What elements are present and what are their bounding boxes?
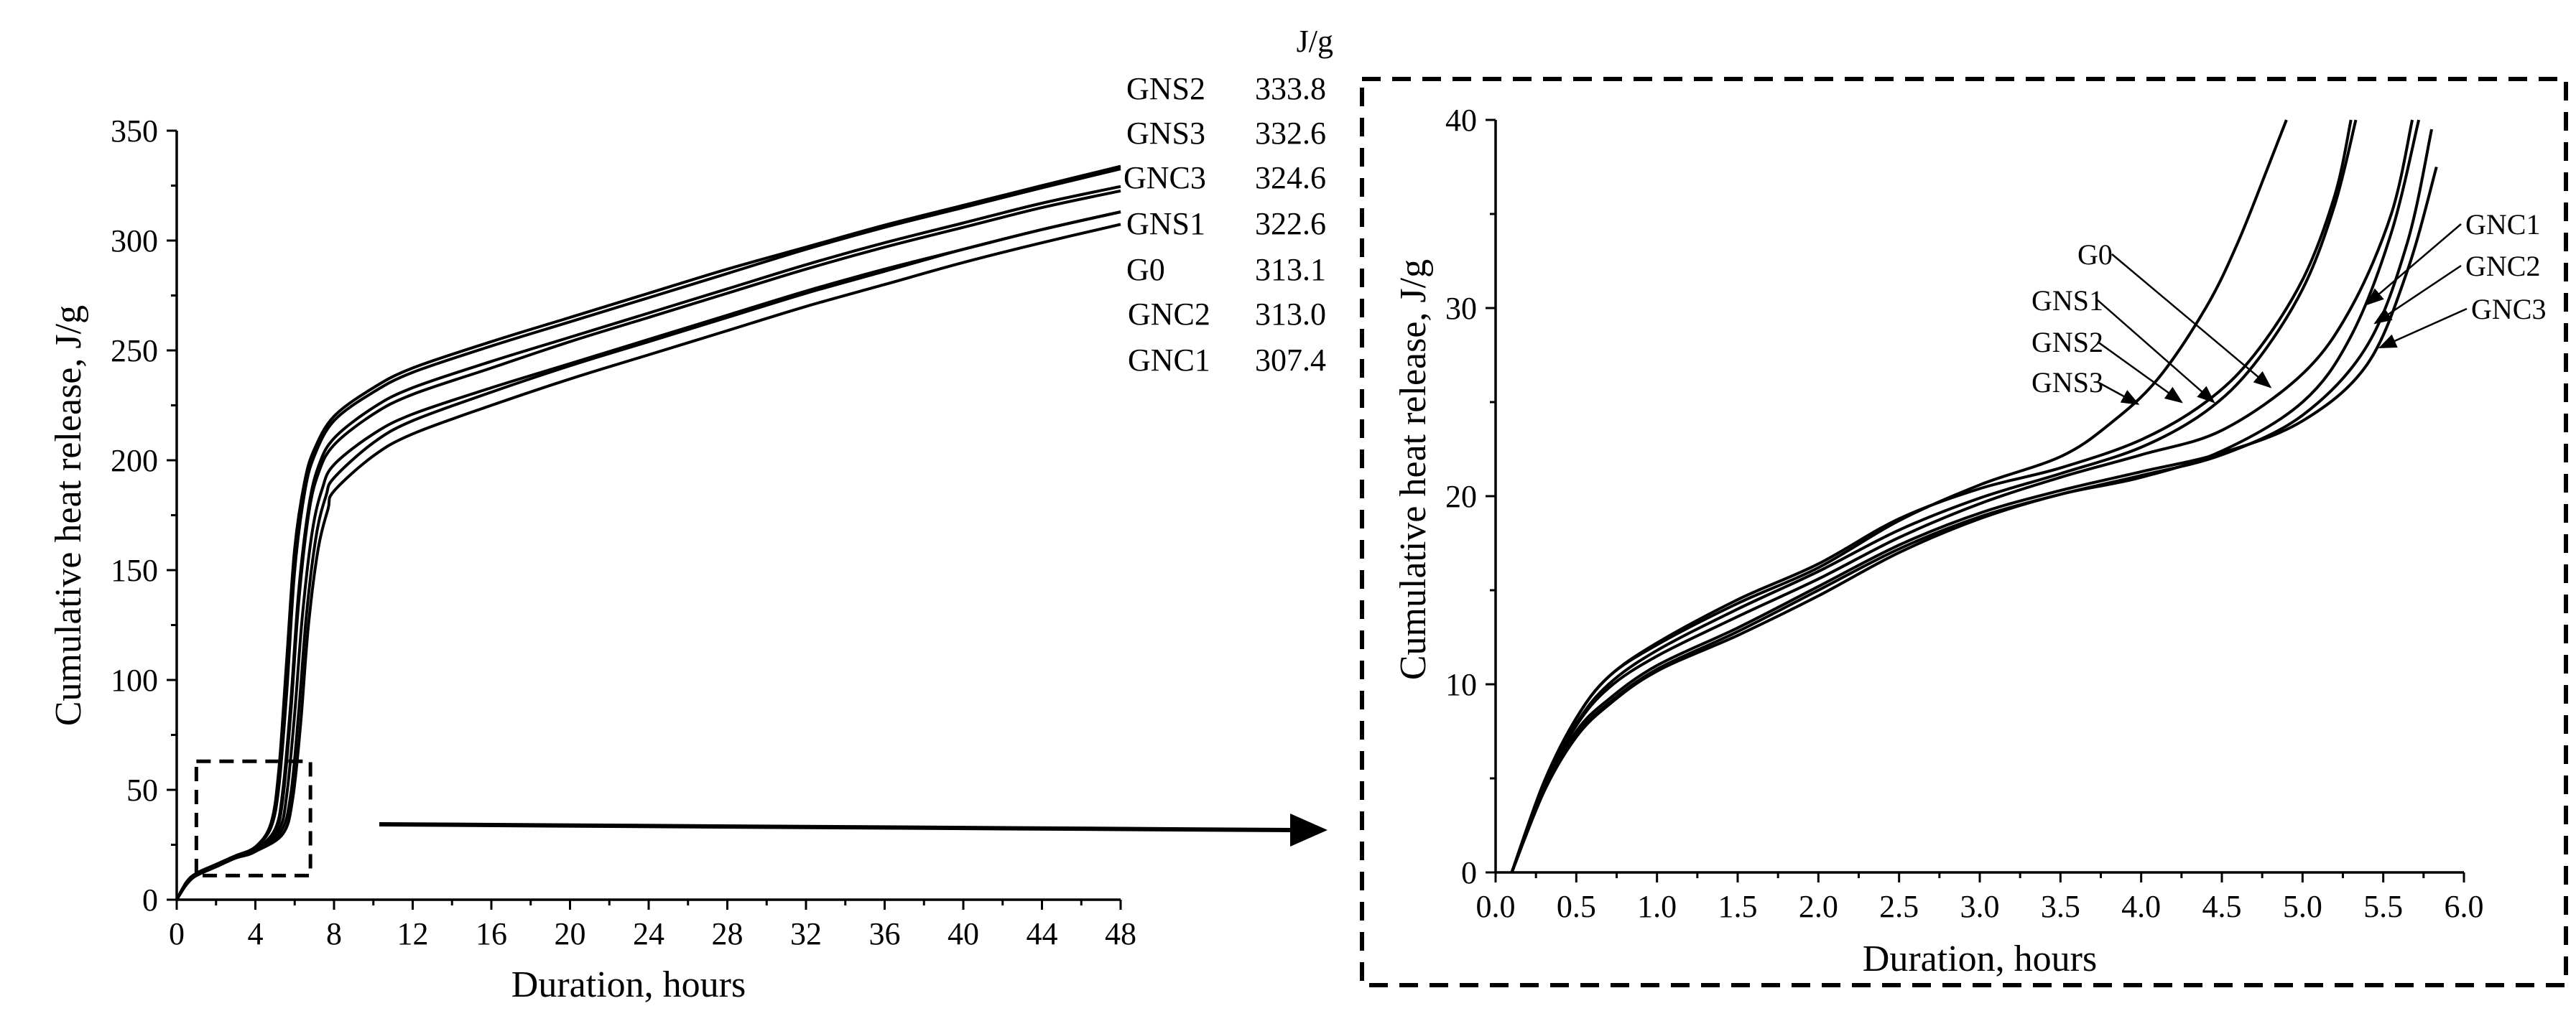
main-chart-x-tick-label: 20 bbox=[555, 916, 586, 951]
annotation-arrow-g0 bbox=[2111, 253, 2272, 388]
legend-name-gns1: GNS1 bbox=[1126, 206, 1205, 241]
legend-name-g0: G0 bbox=[1126, 252, 1165, 287]
inset-chart-line-gnc1 bbox=[1510, 119, 2421, 873]
inset-chart-x-tick-label: 6.0 bbox=[2445, 889, 2484, 924]
main-chart-series bbox=[175, 164, 1121, 901]
inset-chart-y-tick-label: 20 bbox=[1445, 479, 1477, 514]
legend-value-gnc1: 307.4 bbox=[1255, 343, 1326, 378]
main-chart-y-tick-label: 0 bbox=[142, 882, 158, 918]
inset-chart-series bbox=[1510, 119, 2438, 873]
main-chart-ticks: 0 4 8 12 16 20 24 28 32 36 40 44 4805010015020025030… bbox=[111, 113, 1136, 951]
inset-chart-x-tick-label: 2.0 bbox=[1799, 889, 1838, 924]
legend-name-gnc2: GNC2 bbox=[1128, 297, 1210, 332]
main-chart-x-tick-label: 44 bbox=[1027, 916, 1058, 951]
zoom-arrow bbox=[379, 814, 1328, 847]
main-chart-y-label: Cumulative heat release, J/g bbox=[48, 305, 89, 726]
annotation-arrow-gns3 bbox=[2097, 381, 2140, 405]
inset-chart-y-tick-label: 10 bbox=[1445, 667, 1477, 702]
main-chart-y-tick-label: 250 bbox=[111, 333, 158, 368]
main-chart-x-tick-label: 48 bbox=[1105, 916, 1136, 951]
zoom-region-box bbox=[194, 759, 312, 877]
annotation-arrow-gnc2 bbox=[2373, 264, 2462, 325]
inset-chart-x-label: Duration, hours bbox=[1863, 938, 2097, 979]
inset-chart-x-tick-label: 4.0 bbox=[2121, 889, 2161, 924]
main-chart: 0 4 8 12 16 20 24 28 32 36 40 44 4805010015020025030… bbox=[48, 113, 1136, 1005]
inset-chart: 0.0 0.5 1.0 1.5 2.0 2.5 3.0 3.5 4.0 4.5 5.0 5.5 6.0 0… bbox=[1393, 103, 2546, 979]
inset-chart-x-tick-label: 3.5 bbox=[2041, 889, 2080, 924]
inset-chart-y-tick-label: 30 bbox=[1445, 291, 1477, 326]
inset-chart-x-tick-label: 5.5 bbox=[2363, 889, 2403, 924]
inset-chart-line-gns3 bbox=[1510, 119, 2288, 873]
main-chart-x-tick-label: 28 bbox=[712, 916, 743, 951]
inset-chart-line-gns1 bbox=[1510, 119, 2358, 873]
main-chart-line-gns2 bbox=[175, 164, 1121, 900]
annotation-label-gns3: GNS3 bbox=[2031, 366, 2103, 399]
annotation-label-gnc1: GNC1 bbox=[2465, 208, 2540, 241]
inset-chart-x-tick-label: 0.0 bbox=[1476, 889, 1516, 924]
legend-value-gnc2: 313.0 bbox=[1255, 297, 1326, 332]
legend-name-gns2: GNS2 bbox=[1126, 71, 1205, 106]
annotation-label-gns2: GNS2 bbox=[2031, 326, 2103, 358]
main-chart-line-gns1 bbox=[175, 189, 1121, 900]
main-chart-line-gns3 bbox=[175, 167, 1121, 900]
inset-chart-y-tick-label: 40 bbox=[1445, 103, 1477, 138]
units-label: J/g bbox=[1297, 24, 1333, 59]
inset-annotations: G0 GNS1 GNS2 GNS3 GNC1 GNC2 GNC3 bbox=[2031, 208, 2546, 405]
annotation-label-g0: G0 bbox=[2077, 238, 2113, 271]
legend-name-gns3: GNS3 bbox=[1126, 116, 1205, 151]
inset-chart-y-tick-label: 0 bbox=[1461, 855, 1477, 890]
main-chart-y-tick-label: 100 bbox=[111, 663, 158, 698]
main-chart-y-tick-label: 150 bbox=[111, 553, 158, 588]
legend-name-gnc3: GNC3 bbox=[1123, 160, 1206, 195]
annotation-arrow-gnc1 bbox=[2366, 223, 2462, 306]
main-chart-x-tick-label: 0 bbox=[169, 916, 185, 951]
legend-value-gns1: 322.6 bbox=[1255, 206, 1326, 241]
inset-chart-x-tick-label: 3.0 bbox=[1960, 889, 2000, 924]
legend-value-gnc3: 324.6 bbox=[1255, 160, 1326, 195]
legend-value-gns2: 333.8 bbox=[1255, 71, 1326, 106]
final-values-legend: J/g GNS2 333.8 GNS3 332.6 GNC3 324.6 GNS… bbox=[1123, 24, 1333, 378]
main-chart-x-label: Duration, hours bbox=[511, 964, 746, 1005]
main-chart-y-tick-label: 200 bbox=[111, 443, 158, 478]
main-chart-x-tick-label: 8 bbox=[326, 916, 342, 951]
inset-chart-line-gnc2 bbox=[1510, 129, 2434, 873]
main-chart-y-tick-label: 50 bbox=[126, 773, 158, 808]
inset-chart-x-tick-label: 2.5 bbox=[1879, 889, 1919, 924]
inset-chart-x-tick-label: 1.0 bbox=[1637, 889, 1677, 924]
main-chart-y-tick-label: 350 bbox=[111, 113, 158, 149]
inset-frame bbox=[1360, 77, 2568, 987]
inset-chart-y-label: Cumulative heat release, J/g bbox=[1393, 259, 1434, 680]
inset-chart-x-tick-label: 5.0 bbox=[2283, 889, 2322, 924]
annotation-label-gnc3: GNC3 bbox=[2471, 293, 2546, 325]
legend-value-gns3: 332.6 bbox=[1255, 116, 1326, 151]
inset-chart-x-tick-label: 0.5 bbox=[1557, 889, 1596, 924]
inset-chart-line-g0 bbox=[1510, 119, 2414, 873]
annotation-label-gns1: GNS1 bbox=[2031, 284, 2103, 317]
main-chart-x-tick-label: 16 bbox=[476, 916, 507, 951]
annotation-arrow-gns1 bbox=[2097, 299, 2215, 404]
annotation-arrow-gns2 bbox=[2097, 340, 2183, 404]
main-chart-x-tick-label: 4 bbox=[248, 916, 264, 951]
main-chart-y-tick-label: 300 bbox=[111, 223, 158, 258]
legend-value-g0: 313.1 bbox=[1255, 252, 1326, 287]
main-chart-x-tick-label: 12 bbox=[397, 916, 429, 951]
main-chart-x-tick-label: 40 bbox=[948, 916, 979, 951]
annotation-label-gnc2: GNC2 bbox=[2465, 250, 2540, 282]
main-chart-x-tick-label: 32 bbox=[790, 916, 822, 951]
inset-chart-x-tick-label: 4.5 bbox=[2202, 889, 2242, 924]
main-chart-x-tick-label: 24 bbox=[633, 916, 664, 951]
inset-chart-ticks: 0.0 0.5 1.0 1.5 2.0 2.5 3.0 3.5 4.0 4.5 5.0 5.5 6.0 0… bbox=[1445, 103, 2484, 924]
inset-chart-line-gns2 bbox=[1510, 119, 2353, 873]
main-chart-x-tick-label: 36 bbox=[869, 916, 901, 951]
inset-chart-x-tick-label: 1.5 bbox=[1718, 889, 1758, 924]
inset-chart-line-gnc3 bbox=[1510, 166, 2438, 873]
annotation-arrow-gnc3 bbox=[2378, 307, 2468, 349]
main-chart-line-gnc1 bbox=[175, 223, 1121, 901]
legend-name-gnc1: GNC1 bbox=[1128, 343, 1210, 378]
